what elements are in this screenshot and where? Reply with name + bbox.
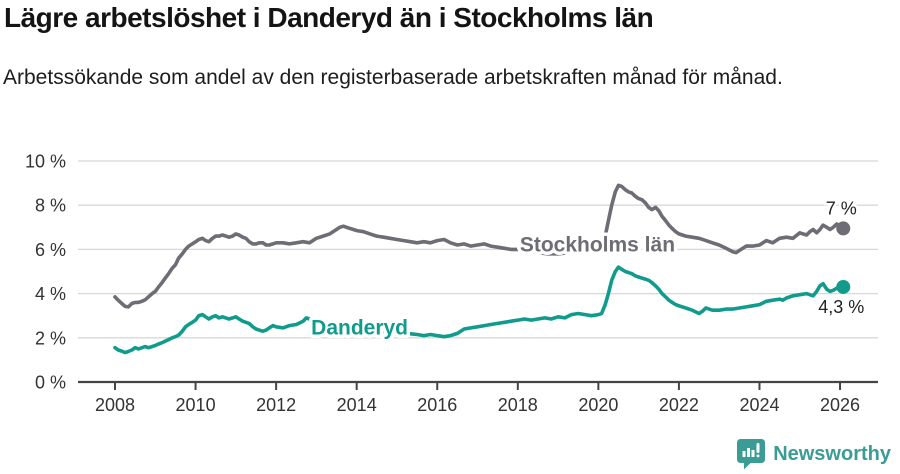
y-tick-label: 2 % — [35, 328, 66, 348]
brand-footer: Newsworthy — [736, 438, 891, 470]
x-tick-label: 2026 — [820, 395, 860, 415]
series-end-dot-danderyd — [836, 279, 851, 294]
unemployment-line-chart: 0 % 2 % 4 % 6 % 8 % 10 % 2008 2010 2012 2014 2016 2… — [25, 152, 878, 415]
y-tick-label: 8 % — [35, 196, 66, 216]
newsworthy-logo-icon — [737, 439, 766, 470]
x-tick-label: 2024 — [739, 395, 779, 415]
series-end-dot-stockholms-l-n — [836, 221, 851, 236]
series-end-value-stockholms-l-n: 7 % — [826, 198, 857, 218]
series-end-value-danderyd: 4,3 % — [818, 297, 864, 317]
series-line-stockholms-l-n — [113, 183, 846, 309]
y-tick-label: 0 % — [35, 373, 66, 393]
x-tick-label: 2010 — [176, 395, 216, 415]
series-line-danderyd — [113, 265, 846, 355]
x-tick-label: 2016 — [417, 395, 457, 415]
x-tick-label: 2014 — [337, 395, 377, 415]
brand-name: Newsworthy — [773, 442, 891, 465]
x-tick-label: 2022 — [659, 395, 699, 415]
x-tick-label: 2020 — [578, 395, 618, 415]
y-tick-label: 10 % — [25, 152, 66, 172]
y-tick-label: 6 % — [35, 240, 66, 260]
chart-subtitle: Arbetssökande som andel av den registerb… — [3, 66, 783, 89]
series-inline-label-stockholms-l-n: Stockholms län — [520, 233, 675, 256]
x-tick-label: 2008 — [95, 395, 135, 415]
series-inline-label-danderyd: Danderyd — [311, 316, 408, 339]
y-tick-label: 4 % — [35, 284, 66, 304]
x-tick-label: 2018 — [498, 395, 538, 415]
page-title: Lägre arbetslöshet i Danderyd än i Stock… — [4, 2, 654, 33]
x-tick-label: 2012 — [256, 395, 296, 415]
